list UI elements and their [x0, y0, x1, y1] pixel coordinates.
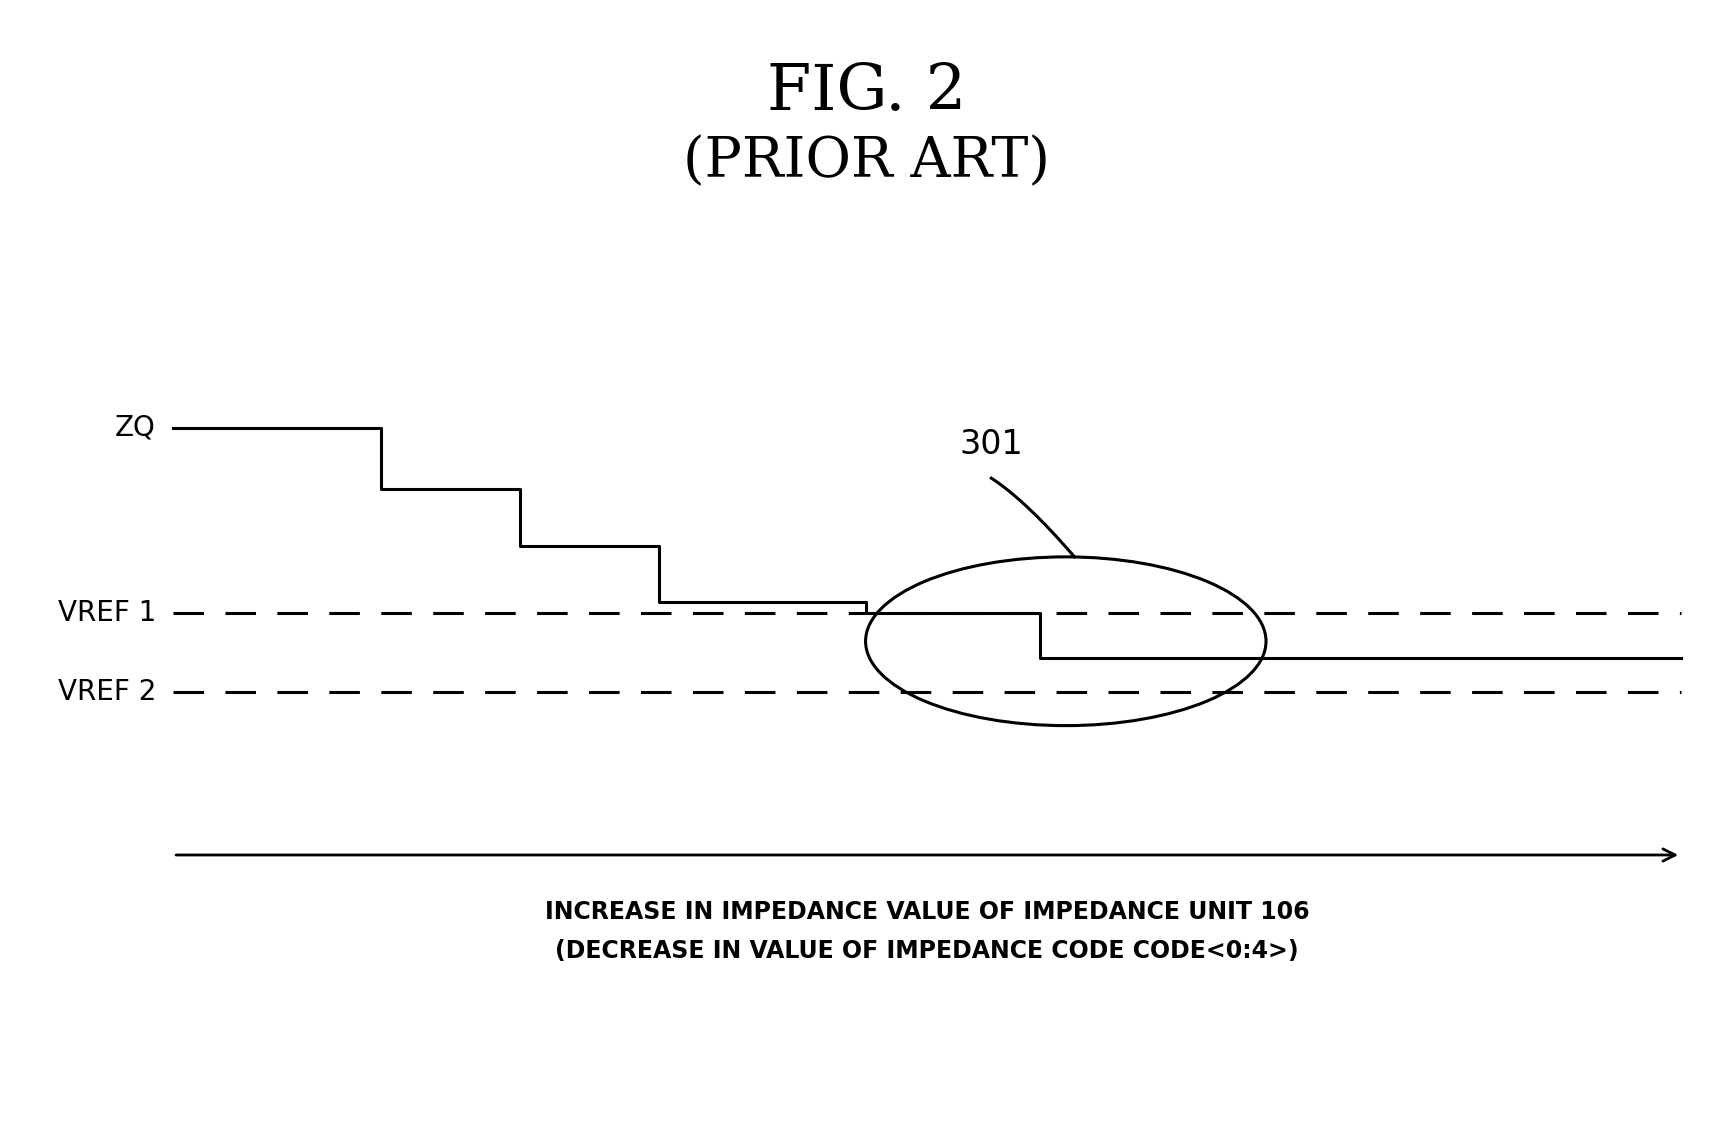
Text: INCREASE IN IMPEDANCE VALUE OF IMPEDANCE UNIT 106: INCREASE IN IMPEDANCE VALUE OF IMPEDANCE…	[544, 900, 1309, 924]
Text: 301: 301	[960, 429, 1022, 461]
Text: VREF 2: VREF 2	[57, 678, 156, 705]
Text: ZQ: ZQ	[114, 414, 156, 441]
Text: (PRIOR ART): (PRIOR ART)	[682, 135, 1050, 190]
Text: VREF 1: VREF 1	[57, 600, 156, 627]
Text: (DECREASE IN VALUE OF IMPEDANCE CODE CODE<0:4>): (DECREASE IN VALUE OF IMPEDANCE CODE COD…	[554, 939, 1299, 963]
Text: FIG. 2: FIG. 2	[766, 62, 966, 123]
